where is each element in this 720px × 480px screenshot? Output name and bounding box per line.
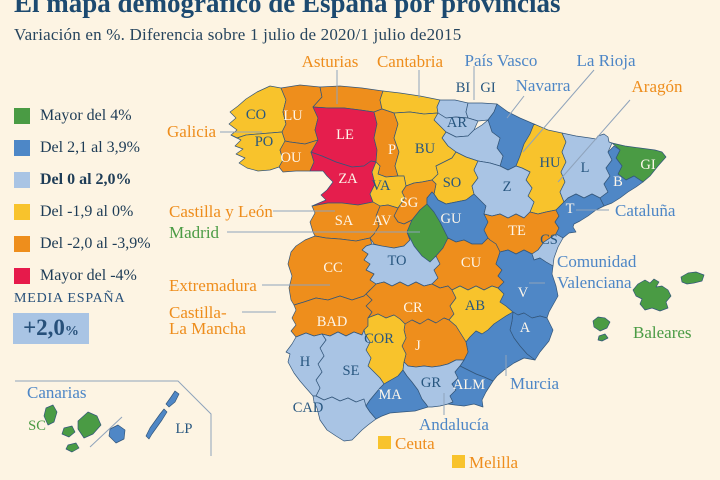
svg-text:COR: COR: [364, 331, 394, 347]
svg-text:J: J: [415, 338, 421, 354]
svg-text:AB: AB: [465, 298, 485, 314]
svg-text:H: H: [300, 354, 311, 370]
svg-text:Valenciana: Valenciana: [557, 273, 632, 292]
svg-text:ZA: ZA: [338, 171, 358, 187]
svg-text:V: V: [518, 285, 529, 301]
svg-text:AR: AR: [447, 115, 467, 131]
svg-text:Comunidad: Comunidad: [557, 252, 637, 271]
svg-text:País Vasco: País Vasco: [465, 51, 538, 70]
svg-text:SG: SG: [400, 195, 419, 211]
svg-text:Extremadura: Extremadura: [169, 276, 257, 295]
svg-text:LP: LP: [176, 421, 193, 437]
svg-text:Castilla y León: Castilla y León: [169, 202, 273, 221]
svg-text:Canarias: Canarias: [27, 383, 86, 402]
svg-text:CC: CC: [323, 260, 342, 276]
svg-text:AV: AV: [372, 213, 392, 229]
svg-text:Z: Z: [503, 179, 512, 195]
svg-text:La Mancha: La Mancha: [169, 319, 246, 338]
svg-text:Navarra: Navarra: [516, 76, 571, 95]
svg-text:Asturias: Asturias: [302, 52, 359, 71]
svg-text:SO: SO: [443, 175, 462, 191]
svg-text:HU: HU: [540, 155, 561, 171]
svg-text:GU: GU: [441, 211, 462, 227]
svg-text:BAD: BAD: [317, 314, 348, 330]
svg-text:Castilla-: Castilla-: [169, 303, 227, 322]
svg-text:LE: LE: [336, 127, 354, 143]
svg-text:CU: CU: [461, 255, 482, 271]
svg-text:Baleares: Baleares: [633, 323, 692, 342]
svg-text:TO: TO: [387, 253, 406, 269]
svg-text:OU: OU: [281, 150, 302, 166]
svg-text:Ceuta: Ceuta: [395, 434, 435, 453]
svg-text:LU: LU: [283, 108, 303, 124]
svg-text:SA: SA: [335, 213, 354, 229]
svg-text:A: A: [520, 320, 531, 336]
svg-text:PO: PO: [255, 134, 274, 150]
svg-text:P: P: [388, 142, 396, 158]
svg-text:L: L: [581, 160, 590, 176]
svg-text:ALM: ALM: [453, 377, 485, 393]
svg-text:CAD: CAD: [293, 400, 324, 416]
svg-text:CR: CR: [403, 300, 423, 316]
svg-text:Andalucía: Andalucía: [419, 415, 489, 434]
svg-text:Murcia: Murcia: [510, 374, 560, 393]
svg-text:SC: SC: [28, 418, 46, 434]
svg-text:GI: GI: [640, 157, 655, 173]
svg-text:CO: CO: [246, 107, 266, 123]
svg-text:Aragón: Aragón: [632, 77, 683, 96]
svg-text:Melilla: Melilla: [469, 453, 519, 472]
svg-text:SE: SE: [343, 363, 360, 379]
svg-text:Galicia: Galicia: [167, 122, 217, 141]
svg-text:MA: MA: [378, 387, 402, 403]
svg-text:BI: BI: [456, 80, 471, 96]
svg-text:Madrid: Madrid: [169, 223, 220, 242]
svg-text:VA: VA: [371, 178, 391, 194]
svg-text:T: T: [566, 201, 575, 217]
svg-text:GR: GR: [421, 375, 441, 391]
svg-text:B: B: [613, 174, 623, 190]
svg-text:Cantabria: Cantabria: [377, 52, 444, 71]
svg-text:BU: BU: [415, 141, 436, 157]
svg-text:Cataluña: Cataluña: [615, 201, 676, 220]
svg-text:La Rioja: La Rioja: [576, 51, 635, 70]
svg-text:CS: CS: [540, 232, 558, 248]
svg-text:GI: GI: [480, 80, 495, 96]
svg-text:TE: TE: [508, 223, 526, 239]
